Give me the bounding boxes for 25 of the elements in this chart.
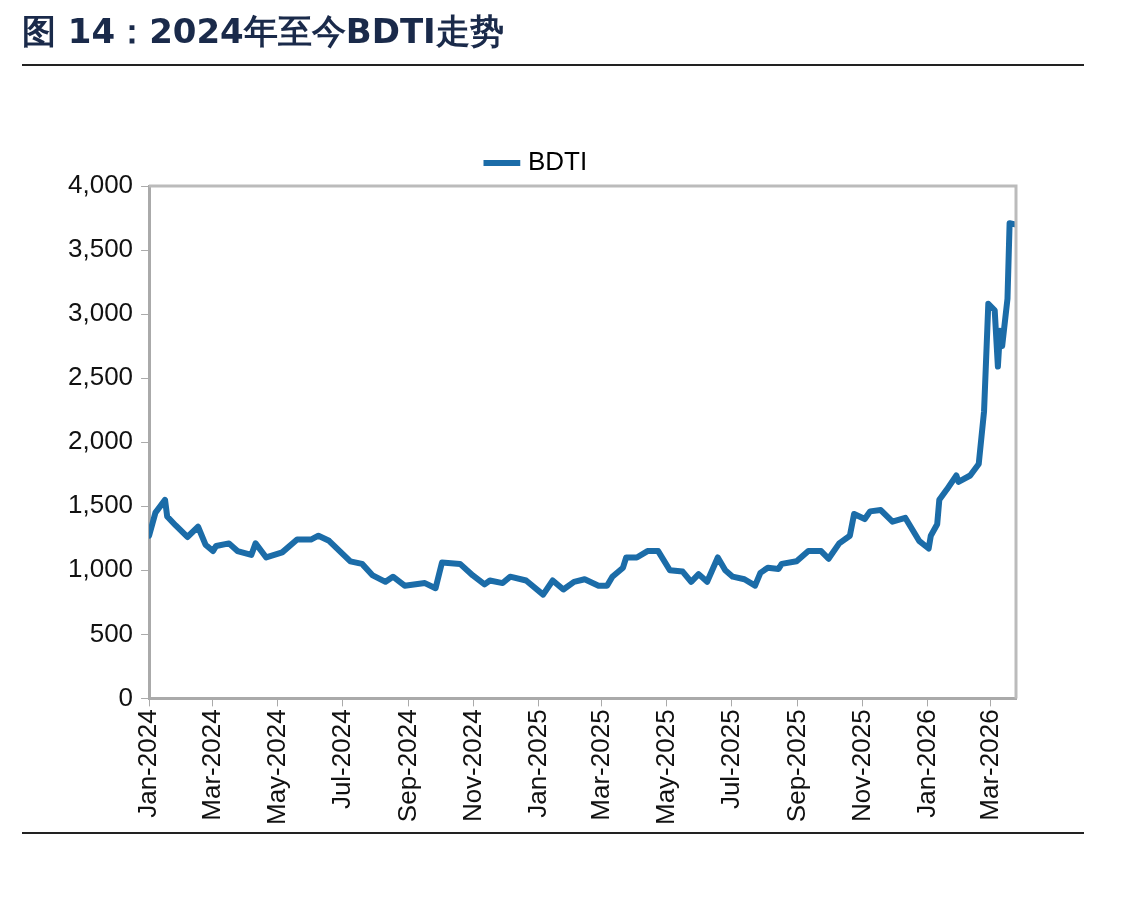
x-tick-label: Jan-2025 [522, 709, 553, 818]
x-tick-label: May-2024 [261, 709, 292, 826]
x-tick-label: Jul-2024 [326, 709, 357, 810]
chart-title: 图 14：2024年至今BDTI走势 [22, 6, 1084, 66]
x-tick-label: Jan-2026 [910, 709, 941, 818]
x-tick-label: Sep-2024 [392, 709, 423, 823]
y-tick-label: 500 [89, 617, 134, 648]
y-tick-label: 0 [118, 681, 134, 712]
x-tick-label: Sep-2025 [780, 709, 811, 823]
x-tick-label: Jul-2025 [714, 709, 745, 810]
x-tick-label: Nov-2025 [845, 709, 876, 823]
y-tick-label: 1,500 [67, 489, 134, 520]
x-tick-label: May-2025 [649, 709, 680, 826]
x-tick-label: Mar-2026 [973, 709, 1004, 821]
y-tick-label: 2,000 [67, 425, 134, 456]
x-tick-label: Nov-2024 [457, 709, 488, 823]
y-tick-label: 3,000 [67, 297, 134, 328]
x-tick-label: Jan-2024 [132, 709, 163, 818]
y-tick-label: 1,000 [67, 553, 134, 584]
legend-label: BDTI [527, 146, 588, 177]
y-tick-label: 2,500 [67, 361, 134, 392]
x-tick-label: Mar-2025 [584, 709, 615, 821]
y-tick-label: 3,500 [67, 233, 134, 264]
y-tick-label: 4,000 [67, 169, 134, 200]
x-tick-label: Mar-2024 [196, 709, 227, 821]
